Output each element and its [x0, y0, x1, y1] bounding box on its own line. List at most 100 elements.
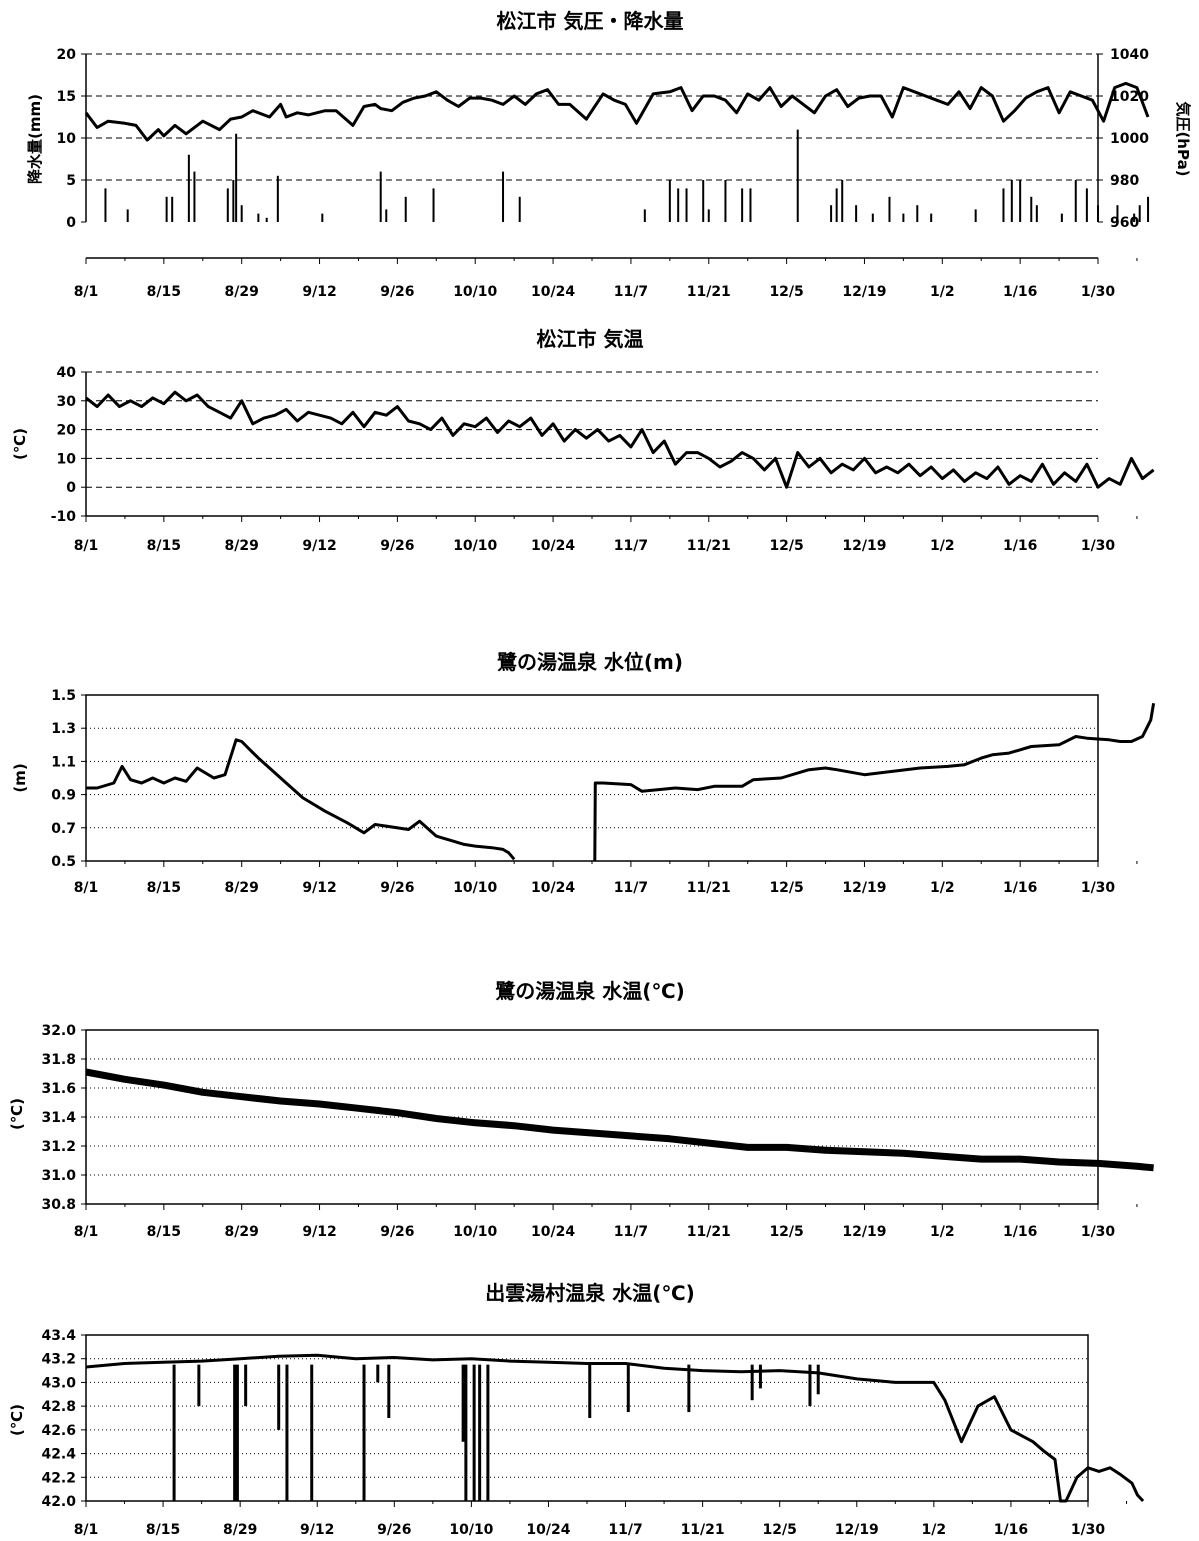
x-tick-label: 12/5	[769, 1224, 803, 1240]
y-tick-label: 30.8	[41, 1197, 76, 1213]
chart-title: 鷺の湯温泉 水温(℃)	[495, 979, 684, 1003]
x-tick-label: 1/2	[930, 538, 955, 554]
series-line	[84, 81, 1150, 142]
y-tick-label: 0	[66, 480, 76, 496]
chart-title: 松江市 気圧・降水量	[497, 9, 684, 33]
chart-title: 出雲湯村温泉 水温(℃)	[485, 1281, 694, 1305]
x-tick-label: 12/19	[842, 538, 886, 554]
x-tick-label: 8/15	[147, 1224, 181, 1240]
y-tick-label: 1.3	[51, 721, 76, 737]
x-tick-label: 1/16	[994, 1522, 1028, 1538]
x-tick-label: 8/1	[74, 880, 99, 896]
y-tick-label: 43.2	[41, 1352, 76, 1368]
x-tick-label: 8/15	[147, 538, 181, 554]
x-tick-label: 8/15	[147, 880, 181, 896]
x-tick-label: 11/7	[614, 538, 648, 554]
x-tick-label: 10/10	[453, 880, 497, 896]
x-tick-label: 9/12	[302, 880, 336, 896]
x-tick-label: 8/29	[225, 880, 259, 896]
y-tick-label: 20	[57, 423, 77, 439]
y-axis-label: (℃)	[11, 428, 29, 460]
series-line	[85, 390, 1155, 489]
x-tick-label: 8/15	[146, 1522, 180, 1538]
y-axis-label: (m)	[11, 763, 29, 792]
chart-water-level: 鷺の湯温泉 水位(m) (m) 0.5 0.7 0.9 1.1 1.3 1.5 8/1 8/1…	[11, 650, 1156, 896]
x-tick-label: 1/30	[1071, 1522, 1106, 1538]
y2-tick-label: 980	[1110, 173, 1139, 189]
x-tick-label: 8/29	[223, 1522, 257, 1538]
x-tick-label: 9/12	[300, 1522, 334, 1538]
y-axis-label-left: 降水量(mm)	[26, 94, 44, 184]
x-tick-label: 8/1	[74, 1224, 99, 1240]
x-tick-label: 10/24	[531, 284, 575, 300]
plot-area: 30.8 31.0 31.2 31.4 31.6 31.8 32.0 8/1 8/15 8/29 9…	[41, 1023, 1154, 1240]
x-tick-label: 10/10	[453, 1224, 497, 1240]
x-tick-label: 1/30	[1081, 880, 1116, 896]
series-line	[593, 703, 1156, 862]
x-tick-label: 1/2	[930, 284, 955, 300]
x-tick-label: 9/26	[380, 284, 414, 300]
y-tick-label: 10	[57, 131, 77, 147]
y-tick-label: 30	[57, 394, 77, 410]
chart-water-temp-yumura: 出雲湯村温泉 水温(℃) (℃) 42.0 42.2 42.4 42.6 42.8 43.…	[8, 1281, 1145, 1538]
x-tick-label: 9/26	[380, 1224, 414, 1240]
x-tick-label: 11/7	[614, 284, 648, 300]
x-tick-label: 8/29	[225, 1224, 259, 1240]
x-tick-label: 11/21	[687, 880, 731, 896]
x-tick-label: 8/1	[74, 538, 99, 554]
plot-frame	[85, 694, 1099, 862]
y-tick-label: 31.6	[41, 1081, 76, 1097]
y-tick-label: 31.2	[41, 1139, 76, 1155]
x-tick-label: 1/16	[1003, 1224, 1037, 1240]
y-tick-label: 32.0	[41, 1023, 76, 1039]
y-tick-label: 40	[57, 365, 77, 381]
y2-tick-label: 1040	[1110, 47, 1149, 63]
y-tick-label: 43.4	[41, 1328, 76, 1344]
x-tick-label: 10/24	[526, 1522, 570, 1538]
x-tick-label: 12/19	[835, 1522, 879, 1538]
series-line	[86, 738, 516, 861]
x-tick-label: 10/10	[453, 538, 497, 554]
y-tick-label: 20	[57, 47, 77, 63]
x-tick-label: 12/19	[842, 880, 886, 896]
y-tick-label: 31.8	[41, 1052, 76, 1068]
x-tick-label: 9/12	[302, 284, 336, 300]
x-tick-label: 8/29	[225, 284, 259, 300]
plot-area: -10 0 10 20 30 40 8/1 8/15 8/29 9/12 9/26 10/10 10/2…	[51, 365, 1155, 554]
chart-pressure-precip: 松江市 気圧・降水量 降水量(mm) 気圧(hPa) 0510152096098…	[26, 9, 1192, 300]
x-tick-label: 12/5	[769, 880, 803, 896]
x-tick-label: 1/16	[1003, 284, 1037, 300]
x-tick-label: 1/16	[1003, 538, 1037, 554]
y-tick-label: 15	[57, 89, 76, 105]
x-tick-label: 1/30	[1081, 284, 1116, 300]
x-tick-label: 1/2	[930, 880, 955, 896]
y-tick-label: 42.4	[41, 1447, 76, 1463]
x-tick-label: 1/2	[922, 1522, 947, 1538]
y-axis-label-right: 気圧(hPa)	[1174, 101, 1192, 176]
x-tick-label: 8/1	[74, 284, 99, 300]
y-tick-label: 42.8	[41, 1399, 76, 1415]
x-tick-label: 11/7	[608, 1522, 642, 1538]
y-tick-label: 0.7	[51, 821, 76, 837]
y-tick-label: 10	[57, 451, 77, 467]
x-tick-label: 11/21	[687, 538, 731, 554]
x-tick-label: 11/21	[687, 1224, 731, 1240]
y-tick-label: 42.6	[41, 1423, 76, 1439]
x-tick-label: 11/7	[614, 1224, 648, 1240]
y-tick-label: 0.5	[51, 854, 76, 870]
x-tick-label: 9/12	[302, 1224, 336, 1240]
x-tick-label: 1/2	[930, 1224, 955, 1240]
chart-water-temp-saginoyu: 鷺の湯温泉 水温(℃) (℃) 30.8 31.0 31.2 31.4 31.6 31.8…	[8, 979, 1154, 1240]
y-tick-label: 1.1	[51, 754, 76, 770]
x-tick-label: 9/26	[377, 1522, 411, 1538]
x-tick-label: 1/30	[1081, 538, 1116, 554]
x-tick-label: 12/5	[769, 284, 803, 300]
x-tick-label: 10/24	[531, 538, 575, 554]
x-tick-label: 9/12	[302, 538, 336, 554]
series-line	[85, 1068, 1154, 1172]
y-tick-label: 31.0	[41, 1168, 76, 1184]
y2-tick-label: 1000	[1110, 131, 1149, 147]
x-tick-label: 8/29	[225, 538, 259, 554]
